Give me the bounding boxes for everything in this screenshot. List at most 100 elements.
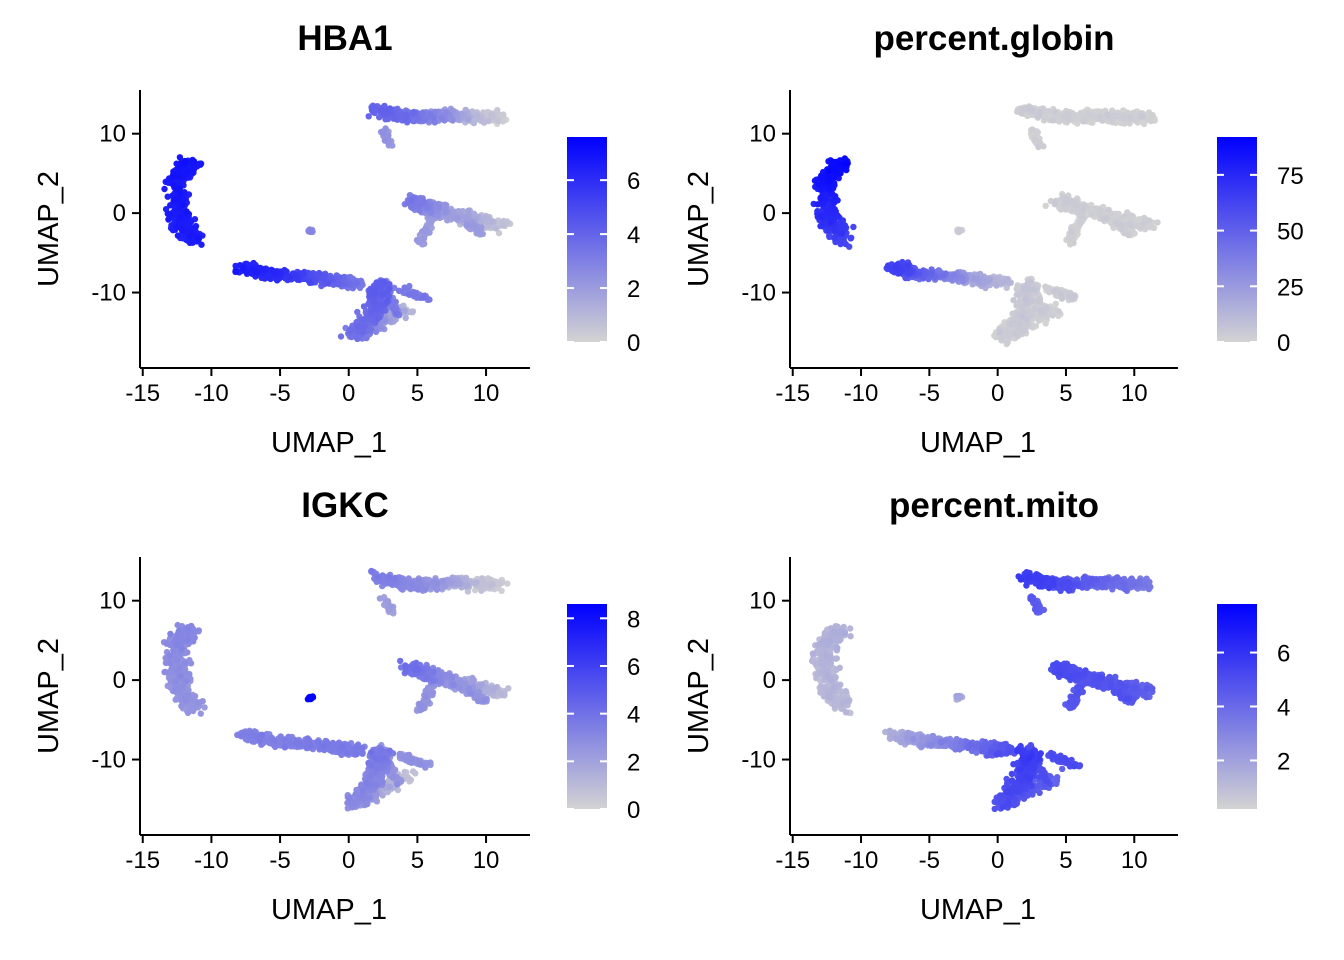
data-point-right-cluster — [455, 208, 462, 215]
data-point-left-cluster — [166, 211, 173, 219]
data-point-right-cluster — [470, 223, 477, 230]
colorbar-tick-label: 0 — [1277, 330, 1290, 357]
data-point-top-cluster — [464, 116, 472, 123]
data-point-right-cluster — [420, 227, 427, 235]
data-point-left-cluster — [161, 185, 168, 193]
data-point-bottom-cluster — [354, 335, 361, 342]
data-point-right-cluster — [505, 685, 512, 692]
data-point-left-cluster — [818, 212, 825, 220]
data-point-left-cluster — [817, 194, 824, 201]
data-point-left-cluster — [173, 196, 180, 203]
data-point-top-cluster — [1084, 110, 1092, 117]
data-point-top-cluster — [1064, 111, 1071, 118]
data-point-right-cluster — [408, 197, 415, 204]
data-point-bottom-cluster — [370, 298, 378, 305]
x-tick-label: -5 — [269, 380, 290, 407]
x-tick-label: 5 — [411, 380, 424, 407]
data-point-mid-band — [253, 269, 260, 276]
data-point-top-cluster — [449, 117, 456, 124]
data-point-left-cluster — [180, 201, 187, 209]
data-point-small-blob — [956, 227, 964, 234]
y-tick-label: 0 — [763, 200, 776, 227]
x-tick-label: -5 — [919, 380, 940, 407]
x-axis-title: UMAP_1 — [271, 427, 387, 459]
data-point-bottom-cluster — [1003, 327, 1010, 334]
data-point-top-cluster — [409, 109, 417, 117]
data-point-right-cluster — [504, 218, 511, 225]
data-point-bottom-cluster — [1006, 333, 1013, 340]
x-tick-label: 10 — [1121, 380, 1148, 407]
data-point-right-cluster — [495, 229, 503, 237]
data-point-bottom-cluster — [1018, 313, 1026, 320]
data-point-top-cluster — [1022, 105, 1030, 112]
data-point-right-cluster — [1127, 212, 1135, 219]
data-point-mid-band — [940, 272, 947, 279]
data-point-mid-band — [353, 279, 360, 286]
data-point-bottom-cluster — [1055, 308, 1062, 315]
y-tick-label: 0 — [113, 200, 126, 227]
data-points — [810, 103, 1161, 348]
data-point-top-cluster — [488, 111, 495, 119]
data-point-right-cluster — [481, 214, 488, 222]
data-point-left-cluster — [177, 214, 184, 221]
data-point-right-cluster — [1126, 220, 1133, 227]
data-point-left-cluster — [824, 174, 832, 181]
data-point-left-cluster — [194, 234, 202, 242]
data-point-top-cluster — [1126, 115, 1134, 122]
data-point-top-cluster — [464, 582, 471, 590]
data-point-bottom-cluster — [354, 308, 361, 316]
data-point-bottom-cluster — [1010, 297, 1017, 304]
x-tick-label: -10 — [844, 380, 879, 407]
data-point-top-cluster — [438, 115, 445, 122]
data-point-bottom-cluster — [381, 317, 389, 324]
data-point-bottom-cluster — [1043, 304, 1050, 312]
data-point-bottom-cluster — [1042, 320, 1049, 327]
data-point-right-cluster — [475, 682, 482, 690]
data-point-top-cluster — [381, 137, 389, 144]
data-point-bottom-cluster — [386, 783, 393, 791]
data-point-mid-band — [904, 262, 911, 269]
data-point-top-cluster — [1035, 113, 1042, 120]
data-point-bottom-cluster — [393, 310, 400, 317]
data-point-top-cluster — [379, 129, 387, 137]
data-point-bottom-cluster — [999, 334, 1006, 342]
data-point-left-cluster — [818, 173, 826, 180]
data-point-top-cluster — [1121, 112, 1128, 120]
data-point-bottom-cluster — [360, 316, 368, 323]
data-point-right-cluster — [1068, 235, 1075, 243]
data-point-bottom-cluster — [1046, 289, 1053, 296]
y-tick-label: -10 — [91, 280, 126, 307]
colorbar-tick-label: 25 — [1277, 274, 1304, 301]
data-point-bottom-cluster — [373, 315, 381, 323]
data-point-bottom-cluster — [1051, 288, 1058, 295]
data-point-bottom-cluster — [1037, 307, 1044, 314]
data-point-top-cluster — [485, 117, 492, 125]
data-point-bottom-cluster — [1007, 321, 1014, 328]
data-point-bottom-cluster — [401, 284, 408, 291]
data-point-right-cluster — [417, 201, 424, 208]
x-tick-label: 10 — [473, 380, 500, 407]
data-point-right-cluster — [443, 202, 450, 209]
data-point-right-cluster — [413, 236, 421, 244]
data-point-mid-band — [906, 269, 913, 276]
data-point-bottom-cluster — [402, 314, 409, 322]
data-point-right-cluster — [487, 218, 494, 225]
data-point-bottom-cluster — [1049, 312, 1056, 319]
data-point-left-cluster — [848, 234, 855, 241]
data-point-left-cluster — [827, 218, 834, 226]
data-point-left-cluster — [186, 233, 193, 240]
data-point-left-cluster — [175, 173, 182, 180]
data-point-bottom-cluster — [381, 278, 388, 286]
colorbar-tick-label: 75 — [1277, 163, 1304, 190]
data-point-top-cluster — [403, 111, 410, 119]
data-point-right-cluster — [1062, 196, 1070, 203]
data-point-bottom-cluster — [385, 286, 392, 293]
data-point-right-cluster — [1068, 228, 1075, 235]
chart-title: HBA1 — [297, 19, 392, 58]
data-point-top-cluster — [430, 114, 437, 121]
data-point-left-cluster — [176, 154, 184, 161]
data-point-right-cluster — [1140, 220, 1148, 227]
colorbar — [567, 137, 607, 342]
